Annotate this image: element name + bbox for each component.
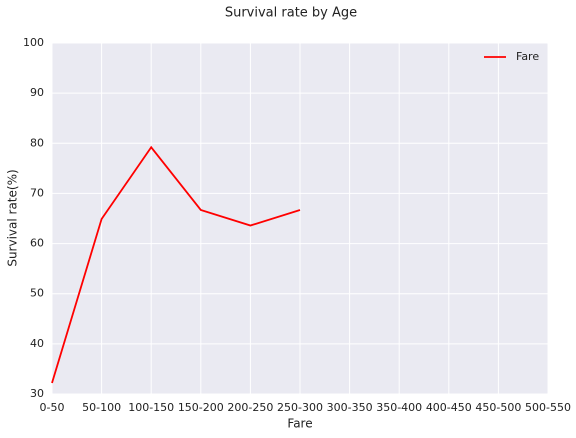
y-tick-label: 60 [30, 237, 44, 250]
y-tick-label: 100 [23, 36, 44, 49]
line [51, 145, 301, 384]
chart-title: Survival rate by Age [225, 6, 357, 21]
x-tick-label: 350-400 [376, 401, 422, 414]
y-tick-label: 30 [30, 387, 44, 400]
x-tick-label: 400-450 [426, 401, 472, 414]
x-tick-label: 150-200 [178, 401, 224, 414]
y-tick-label: 90 [30, 86, 44, 99]
x-tick-label: 200-250 [227, 401, 273, 414]
x-tick-label: 250-300 [277, 401, 323, 414]
x-tick-label: 50-100 [82, 401, 121, 414]
y-tick-label: 40 [30, 337, 44, 350]
y-tick-label: 50 [30, 287, 44, 300]
x-tick-label: 300-350 [327, 401, 373, 414]
y-axis-label: Survival rate(%) [6, 169, 20, 266]
x-tick-label: 500-550 [525, 401, 571, 414]
y-tick-label: 80 [30, 136, 44, 149]
legend-label: Fare [516, 50, 539, 63]
x-axis-label: Fare [287, 417, 312, 431]
y-tick-label: 70 [30, 186, 44, 199]
x-tick-label: 450-500 [475, 401, 521, 414]
x-tick-label: 0-50 [40, 401, 65, 414]
x-tick-label: 100-150 [128, 401, 174, 414]
